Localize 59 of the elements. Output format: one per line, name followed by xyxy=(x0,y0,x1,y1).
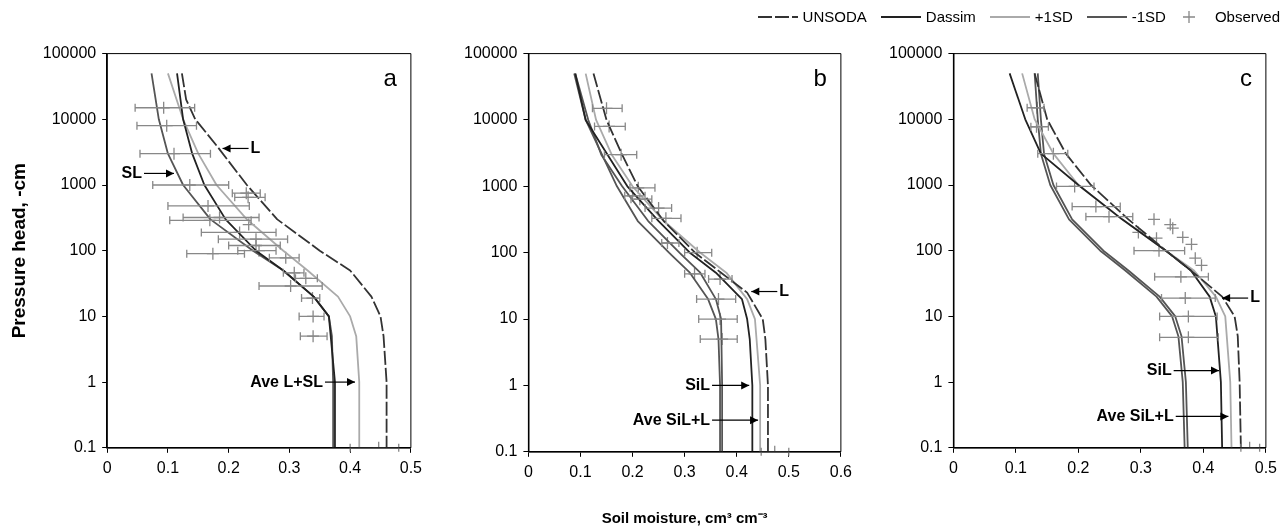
y-tick-label: 10000 xyxy=(472,110,518,128)
y-tick-label: 100000 xyxy=(42,44,97,62)
x-tick-label: 0 xyxy=(523,462,533,480)
x-tick-label: 0.3 xyxy=(673,462,696,480)
y-tick-label: 10 xyxy=(78,306,97,324)
y-tick-label: 100000 xyxy=(889,44,943,62)
y-tick-label: 10000 xyxy=(51,109,97,127)
y-axis-title: Pressure head, -cm xyxy=(7,163,29,339)
x-tick-label: 0.4 xyxy=(1192,458,1215,476)
x-tick-label: 0.2 xyxy=(621,462,644,480)
annotation: SiL xyxy=(685,375,711,393)
annotation: L xyxy=(1250,288,1261,306)
x-tick-label: 0.3 xyxy=(1129,458,1153,476)
annotation: L xyxy=(779,281,790,299)
annotation: a xyxy=(383,64,398,92)
y-tick-label: 10 xyxy=(924,306,943,324)
y-tick-label: 0.1 xyxy=(495,442,518,460)
x-tick-label: 0.3 xyxy=(278,458,301,476)
legend-label: Observed xyxy=(1214,8,1280,25)
x-tick-label: 0.5 xyxy=(399,458,423,476)
y-tick-label: 0.1 xyxy=(920,438,943,456)
y-tick-label: 100 xyxy=(69,241,97,259)
y-tick-label: 1000 xyxy=(906,175,943,193)
x-tick-label: 0.4 xyxy=(725,462,748,480)
y-tick-label: 100000 xyxy=(464,44,518,62)
annotation: Ave SiL+L xyxy=(1096,406,1174,424)
x-tick-label: 0 xyxy=(102,458,112,476)
x-axis-title: Soil moisture, cm³ cm⁻³ xyxy=(601,509,768,527)
annotation: b xyxy=(813,64,827,92)
y-tick-label: 10 xyxy=(499,309,518,327)
y-tick-label: 1000 xyxy=(60,175,97,193)
annotation: Ave L+SL xyxy=(250,372,324,390)
y-tick-label: 0.1 xyxy=(73,438,97,456)
x-tick-label: 0.2 xyxy=(217,458,240,476)
annotation: Ave SiL+L xyxy=(632,410,711,428)
y-tick-label: 1 xyxy=(87,372,97,390)
annotation: SL xyxy=(121,163,143,181)
annotation: L xyxy=(250,138,261,156)
x-tick-label: 0.1 xyxy=(1004,458,1028,476)
y-tick-label: 100 xyxy=(915,241,943,259)
y-tick-label: 10000 xyxy=(897,109,943,127)
y-tick-label: 1 xyxy=(508,375,518,393)
legend-label: +1SD xyxy=(1034,8,1073,25)
x-tick-label: 0.6 xyxy=(829,462,853,480)
x-tick-label: 0.5 xyxy=(1254,458,1278,476)
legend-label: UNSODA xyxy=(802,8,867,25)
x-tick-label: 0.2 xyxy=(1067,458,1090,476)
x-tick-label: 0.1 xyxy=(569,462,592,480)
x-tick-label: 0.4 xyxy=(339,458,362,476)
x-tick-label: 0 xyxy=(948,458,958,476)
legend-label: Dassim xyxy=(925,8,976,25)
y-tick-label: 1000 xyxy=(481,176,518,194)
x-tick-label: 0.5 xyxy=(777,462,801,480)
legend-label: -1SD xyxy=(1131,8,1166,25)
y-tick-label: 100 xyxy=(490,243,518,261)
y-tick-label: 1 xyxy=(933,372,943,390)
annotation: SiL xyxy=(1146,360,1172,378)
x-tick-label: 0.1 xyxy=(156,458,180,476)
annotation: c xyxy=(1239,64,1252,92)
